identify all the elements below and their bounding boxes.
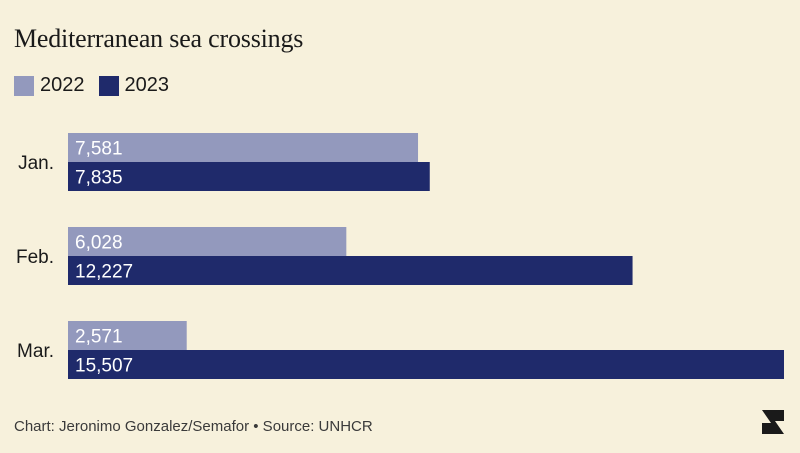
legend-label-2022: 2022 <box>40 74 85 96</box>
bar-value-label: 12,227 <box>75 262 133 283</box>
bar-value-label: 7,581 <box>75 139 123 160</box>
legend-label-2023: 2023 <box>124 74 170 96</box>
bar-value-label: 6,028 <box>75 233 123 254</box>
chart-title: Mediterranean sea crossings <box>14 24 304 53</box>
legend-item-2022: 2022 <box>14 74 85 97</box>
category-label: Feb. <box>16 247 54 268</box>
bar-2022-mar <box>68 321 187 350</box>
legend-swatch-2023 <box>98 75 119 96</box>
source-credit: Chart: Jeronimo Gonzalez/Semafor • Sourc… <box>14 418 373 435</box>
bar-2022-feb <box>68 227 347 256</box>
bar-value-label: 15,507 <box>75 356 133 377</box>
category-label: Mar. <box>17 341 54 362</box>
semafor-logo-icon <box>762 410 784 434</box>
legend: 2022 2023 <box>14 74 183 97</box>
bar-2022-jan <box>68 133 419 162</box>
legend-swatch-2022 <box>14 75 34 96</box>
bar-2023-feb <box>68 256 633 285</box>
bar-value-label: 2,571 <box>75 327 123 348</box>
category-label: Jan. <box>18 153 54 174</box>
bar-2023-mar <box>68 350 784 379</box>
bar-value-label: 7,835 <box>75 168 123 189</box>
bar-2023-jan <box>68 162 430 191</box>
legend-item-2023: 2023 <box>98 74 170 97</box>
bar-chart: Jan. 7,581 7,835 Feb. 6,028 12,227 Mar. 2,571 15… <box>16 133 784 379</box>
